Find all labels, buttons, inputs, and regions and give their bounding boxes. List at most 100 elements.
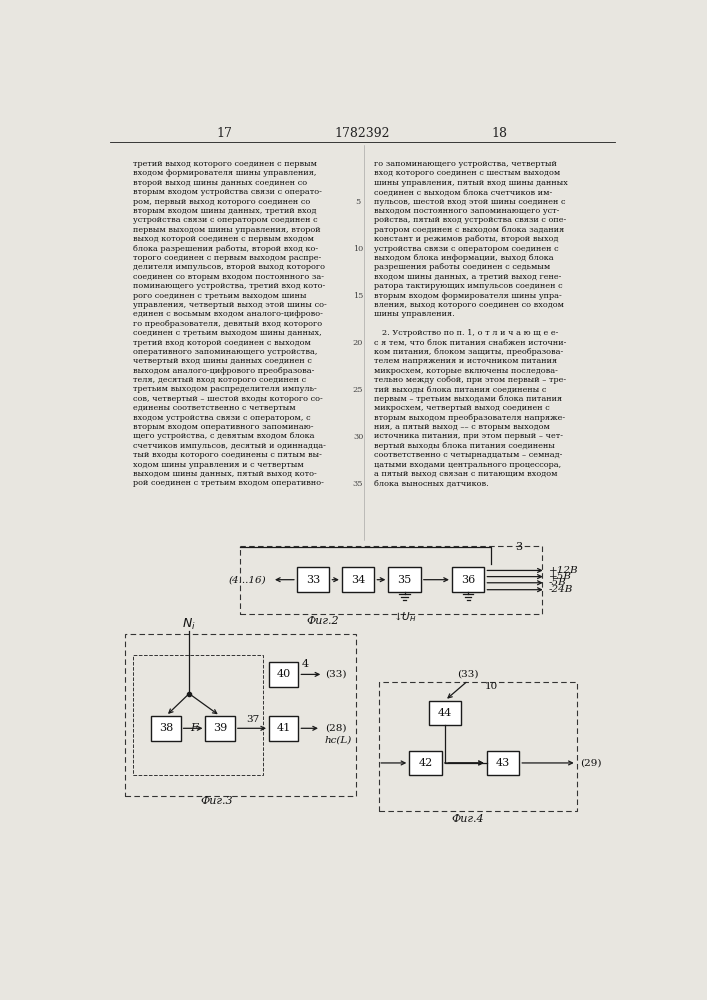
Text: вления, выход которого соединен со входом: вления, выход которого соединен со входо…: [373, 301, 563, 309]
Bar: [452, 567, 484, 592]
Text: 10: 10: [485, 682, 498, 691]
Text: 33: 33: [306, 575, 320, 585]
Text: микросхем, четвертый выход соединен с: микросхем, четвертый выход соединен с: [373, 404, 549, 412]
Text: четвертый вход шины данных соединен с: четвертый вход шины данных соединен с: [134, 357, 312, 365]
Bar: [269, 716, 298, 741]
Text: 42: 42: [419, 758, 433, 768]
Text: 20: 20: [353, 339, 363, 347]
Text: первым – третьим выходами блока питания: первым – третьим выходами блока питания: [373, 395, 561, 403]
Text: выходом постоянного запоминающего уст-: выходом постоянного запоминающего уст-: [373, 207, 559, 215]
Text: блока разрешения работы, второй вход ко-: блока разрешения работы, второй вход ко-: [134, 245, 318, 253]
Text: телем напряжения и источником питания: телем напряжения и источником питания: [373, 357, 556, 365]
Text: 43: 43: [496, 758, 510, 768]
Bar: [428, 701, 461, 725]
Text: 36: 36: [461, 575, 475, 585]
Text: микросхем, которые включены последова-: микросхем, которые включены последова-: [373, 367, 557, 375]
Text: +12В: +12В: [549, 566, 578, 575]
Text: го запоминающего устройства, четвертый: го запоминающего устройства, четвертый: [373, 160, 556, 168]
Text: ↓$U_H$: ↓$U_H$: [393, 610, 416, 624]
Text: F: F: [190, 723, 198, 733]
Text: -5В: -5В: [549, 578, 566, 587]
Text: (28): (28): [325, 724, 346, 733]
Text: устройства связи с оператором соединен с: устройства связи с оператором соединен с: [134, 216, 318, 224]
Text: 2. Устройство по п. 1, о т л и ч а ю щ е е-: 2. Устройство по п. 1, о т л и ч а ю щ е…: [373, 329, 558, 337]
Text: выходом блока информации, выход блока: выходом блока информации, выход блока: [373, 254, 553, 262]
Text: соединен с третьим выходом шины данных,: соединен с третьим выходом шины данных,: [134, 329, 322, 337]
Text: $N_i$: $N_i$: [182, 617, 196, 632]
Text: 1782392: 1782392: [334, 127, 390, 140]
Text: рого соединен с третьим выходом шины: рого соединен с третьим выходом шины: [134, 292, 307, 300]
Text: входом формирователя шины управления,: входом формирователя шины управления,: [134, 169, 317, 177]
Bar: [341, 567, 374, 592]
Text: (29): (29): [580, 758, 602, 767]
Text: 37: 37: [246, 715, 259, 724]
Bar: [132, 655, 263, 774]
Text: выходом шины данных, пятый выход кото-: выходом шины данных, пятый выход кото-: [134, 470, 317, 478]
Text: выход которой соединен с первым входом: выход которой соединен с первым входом: [134, 235, 315, 243]
Text: торого соединен с первым выходом распре-: торого соединен с первым выходом распре-: [134, 254, 322, 262]
Text: вторым входом оперативного запоминаю-: вторым входом оперативного запоминаю-: [134, 423, 314, 431]
Text: 35: 35: [353, 480, 363, 488]
Text: первым выходом шины управления, второй: первым выходом шины управления, второй: [134, 226, 321, 234]
Text: -24В: -24В: [549, 585, 573, 594]
Bar: [486, 751, 519, 775]
Text: теля, десятый вход которого соединен с: теля, десятый вход которого соединен с: [134, 376, 306, 384]
Text: управления, четвертый выход этой шины со-: управления, четвертый выход этой шины со…: [134, 301, 327, 309]
Text: ком питания, блоком защиты, преобразова-: ком питания, блоком защиты, преобразова-: [373, 348, 563, 356]
Text: вторым входом формирователя шины упра-: вторым входом формирователя шины упра-: [373, 292, 561, 300]
Text: ройства, пятый вход устройства связи с опе-: ройства, пятый вход устройства связи с о…: [373, 216, 566, 224]
Text: щего устройства, с девятым входом блока: щего устройства, с девятым входом блока: [134, 432, 315, 440]
Text: выходом аналого-цифрового преобразова-: выходом аналого-цифрового преобразова-: [134, 367, 315, 375]
Bar: [269, 662, 298, 687]
Text: Фиг.3: Фиг.3: [200, 796, 233, 806]
Bar: [409, 751, 442, 775]
Text: цатыми входами центрального процессора,: цатыми входами центрального процессора,: [373, 461, 561, 469]
Text: счетчиков импульсов, десятый и одиннадца-: счетчиков импульсов, десятый и одиннадца…: [134, 442, 326, 450]
Bar: [151, 716, 180, 741]
Text: 10: 10: [353, 245, 363, 253]
Bar: [125, 634, 356, 796]
Text: вторым входом шины данных, третий вход: вторым входом шины данных, третий вход: [134, 207, 317, 215]
Text: ния, а пятый выход –– с вторым выходом: ния, а пятый выход –– с вторым выходом: [373, 423, 549, 431]
Text: вход которого соединен с шестым выходом: вход которого соединен с шестым выходом: [373, 169, 560, 177]
Bar: [388, 567, 421, 592]
Text: 34: 34: [351, 575, 366, 585]
Text: рой соединен с третьим входом оперативно-: рой соединен с третьим входом оперативно…: [134, 479, 325, 487]
Text: +5В: +5В: [549, 572, 572, 581]
Text: 3: 3: [515, 542, 522, 552]
Text: ратором соединен с выходом блока задания: ратором соединен с выходом блока задания: [373, 226, 563, 234]
Text: поминающего устройства, третий вход кото-: поминающего устройства, третий вход кото…: [134, 282, 326, 290]
Text: делителя импульсов, второй выход которого: делителя импульсов, второй выход которог…: [134, 263, 325, 271]
Text: второй выход шины данных соединен со: второй выход шины данных соединен со: [134, 179, 308, 187]
Text: вторым входом устройства связи с операто-: вторым входом устройства связи с операто…: [134, 188, 322, 196]
Text: 39: 39: [213, 723, 227, 733]
Text: единен с восьмым входом аналого-цифрово-: единен с восьмым входом аналого-цифрово-: [134, 310, 323, 318]
Text: соединен с выходом блока счетчиков им-: соединен с выходом блока счетчиков им-: [373, 188, 552, 196]
Text: 25: 25: [353, 386, 363, 394]
Text: разрешения работы соединен с седьмым: разрешения работы соединен с седьмым: [373, 263, 550, 271]
Bar: [240, 546, 542, 614]
Text: вторым выходом преобразователя напряже-: вторым выходом преобразователя напряже-: [373, 414, 565, 422]
Text: констант и режимов работы, второй выход: констант и режимов работы, второй выход: [373, 235, 558, 243]
Text: 35: 35: [397, 575, 411, 585]
Text: 18: 18: [491, 127, 507, 140]
Text: 4: 4: [301, 659, 309, 669]
Text: устройства связи с оператором соединен с: устройства связи с оператором соединен с: [373, 245, 559, 253]
Text: третий выход которого соединен с первым: третий выход которого соединен с первым: [134, 160, 317, 168]
Text: го преобразователя, девятый вход которого: го преобразователя, девятый вход которог…: [134, 320, 322, 328]
Text: 17: 17: [217, 127, 233, 140]
Bar: [206, 716, 235, 741]
Text: ратора тактирующих импульсов соединен с: ратора тактирующих импульсов соединен с: [373, 282, 562, 290]
Text: 44: 44: [438, 708, 452, 718]
Text: входом устройства связи с оператором, с: входом устройства связи с оператором, с: [134, 414, 311, 422]
Text: соединен со вторым входом постоянного за-: соединен со вторым входом постоянного за…: [134, 273, 325, 281]
Text: оперативного запоминающего устройства,: оперативного запоминающего устройства,: [134, 348, 318, 356]
Text: hc(L): hc(L): [325, 735, 352, 744]
Text: пульсов, шестой вход этой шины соединен с: пульсов, шестой вход этой шины соединен …: [373, 198, 565, 206]
Text: третьим выходом распределителя импуль-: третьим выходом распределителя импуль-: [134, 385, 317, 393]
Text: соответственно с четырнадцатым – семнад-: соответственно с четырнадцатым – семнад-: [373, 451, 562, 459]
Text: шины управления.: шины управления.: [373, 310, 455, 318]
Text: сов, четвертый – шестой входы которого со-: сов, четвертый – шестой входы которого с…: [134, 395, 323, 403]
Text: 38: 38: [159, 723, 173, 733]
Text: (33): (33): [457, 670, 479, 679]
